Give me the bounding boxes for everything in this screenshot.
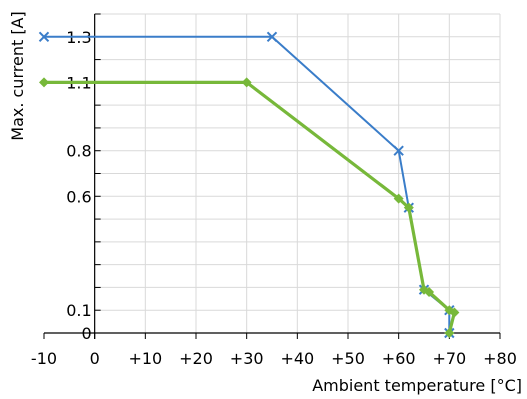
x-axis-ticks: -10 0 +10 +20 +30 +40 +50 +60 +70 +80	[31, 333, 517, 368]
x-marker	[266, 31, 278, 42]
y-tick-label: 0	[81, 324, 91, 343]
x-tick-label: -10	[31, 349, 57, 368]
diamond-marker	[444, 328, 455, 338]
x-tick-label: +10	[128, 349, 162, 368]
x-tick-label: +30	[230, 349, 264, 368]
diamond-marker	[241, 77, 252, 88]
series-2	[39, 77, 460, 338]
x-tick-label: +60	[382, 349, 416, 368]
y-tick-label: 0.8	[66, 142, 91, 161]
series-line	[42, 80, 456, 335]
x-marker	[393, 145, 404, 156]
diamond-marker	[449, 307, 460, 318]
y-axis-title: Max. current [A]	[8, 11, 27, 140]
x-tick-label: +50	[331, 349, 365, 368]
grid-lines	[94, 13, 501, 333]
y-tick-label: 0.1	[66, 301, 91, 320]
y-tick-label: 0.6	[66, 187, 91, 206]
x-tick-label: +80	[483, 349, 517, 368]
x-marker	[38, 31, 50, 42]
x-axis-title: Ambient temperature [°C]	[312, 376, 522, 395]
x-tick-label: +40	[280, 349, 314, 368]
diamond-marker	[424, 286, 435, 297]
diamond-marker	[39, 77, 49, 88]
axes	[44, 14, 500, 339]
x-tick-label: +20	[179, 349, 213, 368]
diamond-marker	[393, 193, 404, 204]
series-layer	[38, 31, 460, 339]
diamond-marker	[403, 202, 414, 213]
x-tick-label: +70	[432, 349, 466, 368]
x-tick-label: 0	[90, 349, 100, 368]
y-axis-ticks: 00.10.60.81.11.3	[66, 13, 101, 343]
